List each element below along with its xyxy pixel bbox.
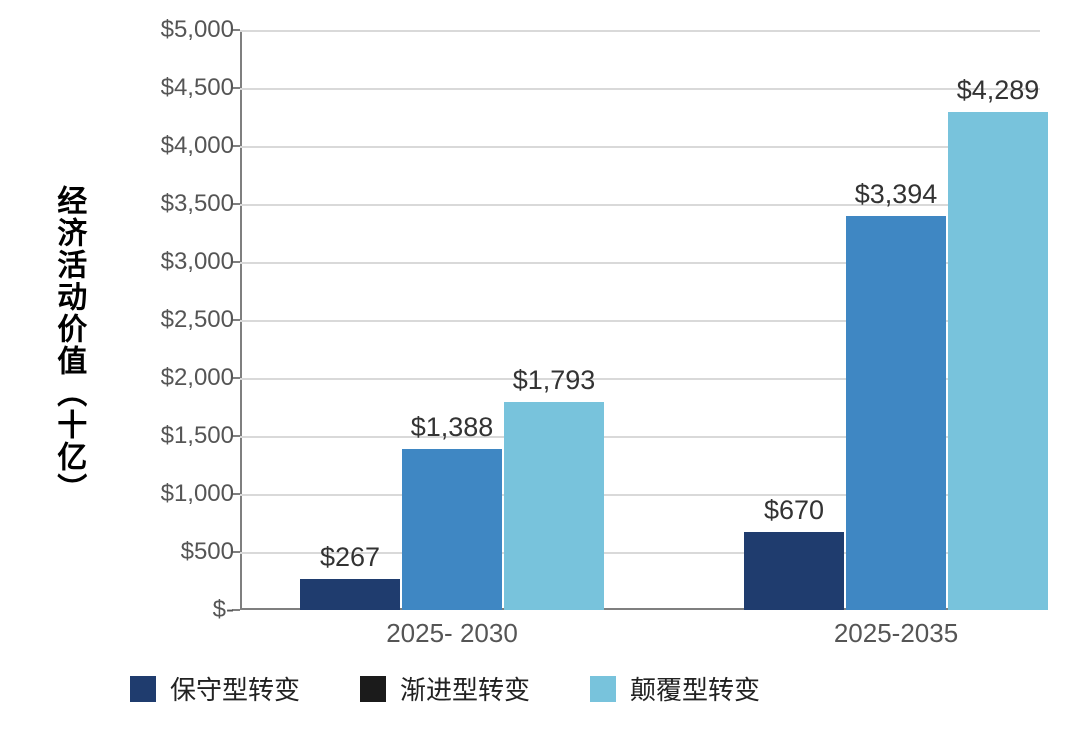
legend-swatch (360, 676, 386, 702)
y-tick-label: $3,000 (161, 248, 234, 276)
legend-swatch (590, 676, 616, 702)
y-axis-label-text: 经济活动价值（十亿） (51, 185, 86, 505)
legend-label: 渐进型转变 (400, 670, 530, 707)
y-tick-label: $- (213, 596, 234, 624)
bar: $3,394 (846, 216, 946, 610)
bar-chart: 经济活动价值（十亿） $-$500$1,000$1,500$2,000$2,50… (40, 20, 1060, 670)
y-tick-label: $5,000 (161, 16, 234, 44)
gridline (240, 88, 1040, 90)
y-tick-label: $1,000 (161, 480, 234, 508)
y-tick-label: $3,500 (161, 190, 234, 218)
gridline (240, 30, 1040, 32)
y-tick-label: $4,500 (161, 74, 234, 102)
legend-item-disruptive: 颠覆型转变 (590, 670, 760, 707)
y-tick-label: $2,500 (161, 306, 234, 334)
y-tick-label: $1,500 (161, 422, 234, 450)
bar: $4,289 (948, 112, 1048, 610)
x-tick-label: 2025- 2030 (386, 618, 518, 649)
x-tick-label: 2025-2035 (834, 618, 958, 649)
y-axis-label: 经济活动价值（十亿） (40, 80, 96, 610)
bar-value-label: $670 (764, 495, 824, 526)
legend-label: 保守型转变 (170, 670, 300, 707)
bar-value-label: $267 (320, 542, 380, 573)
bar-value-label: $1,793 (513, 365, 596, 396)
legend-swatch (130, 676, 156, 702)
legend-item-conservative: 保守型转变 (130, 670, 300, 707)
gridline (240, 146, 1040, 148)
plot-area: $-$500$1,000$1,500$2,000$2,500$3,000$3,5… (240, 30, 1040, 610)
legend-label: 颠覆型转变 (630, 670, 760, 707)
y-tick-label: $500 (181, 538, 234, 566)
bar-value-label: $1,388 (411, 412, 494, 443)
bar-value-label: $4,289 (957, 75, 1040, 106)
y-tick-label: $4,000 (161, 132, 234, 160)
legend-item-progressive: 渐进型转变 (360, 670, 530, 707)
bar: $1,793 (504, 402, 604, 610)
y-tick-label: $2,000 (161, 364, 234, 392)
bar-value-label: $3,394 (855, 179, 938, 210)
bar: $1,388 (402, 449, 502, 610)
bar: $267 (300, 579, 400, 610)
bar: $670 (744, 532, 844, 610)
legend: 保守型转变 渐进型转变 颠覆型转变 (130, 670, 1030, 707)
